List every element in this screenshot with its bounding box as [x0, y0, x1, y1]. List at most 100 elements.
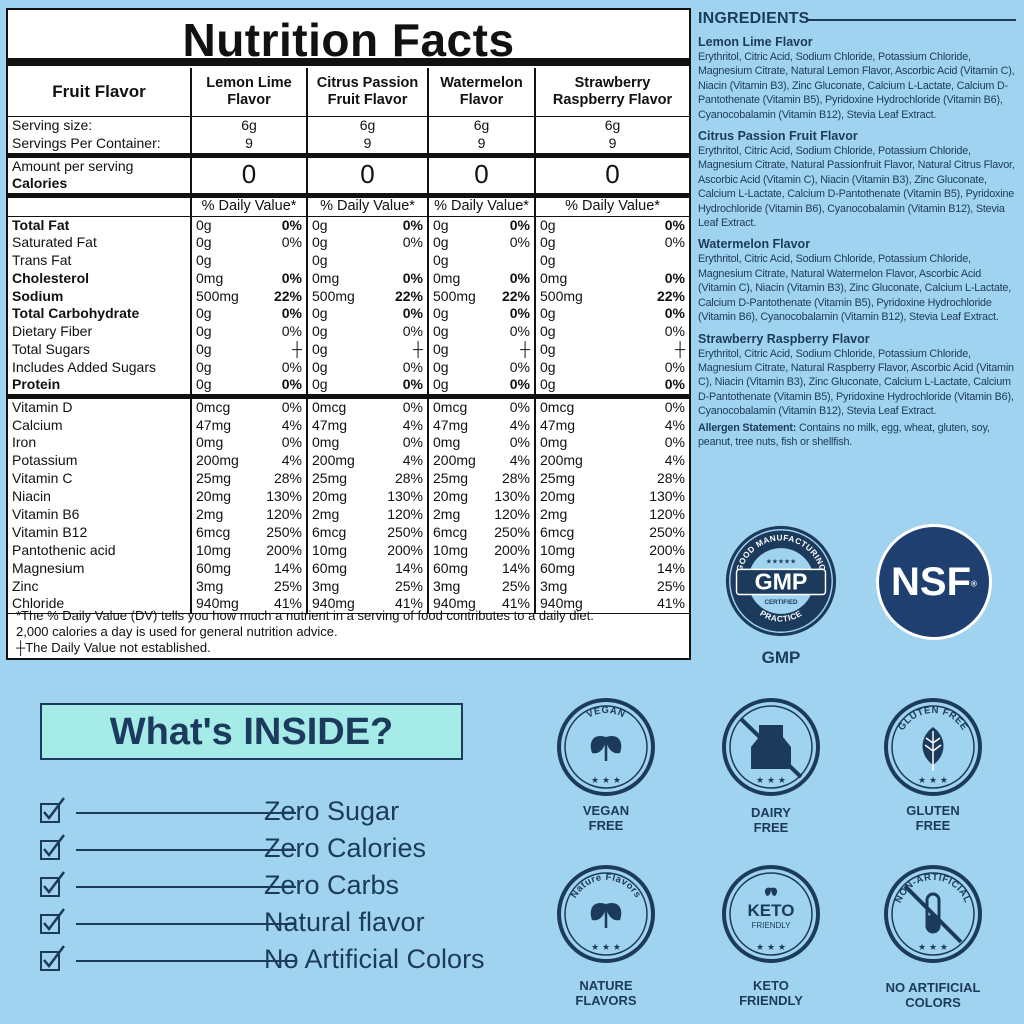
vitamin-daily-value: 120% [649, 506, 685, 523]
daily-value-header: % Daily Value* [190, 195, 307, 217]
nutrient-amount: 0g [196, 251, 212, 268]
nutrient-daily-value: 0% [281, 234, 302, 251]
nutrient-daily-value: 0% [402, 269, 423, 286]
nutrient-daily-value: 0% [509, 269, 530, 286]
vitamin-row: Niacin 20mg 130% 20mg 130% 20mg 130% 20mg 130% [8, 487, 689, 506]
nutrient-name: Includes Added Sugars [12, 358, 156, 375]
nutrient-amount: 0g [540, 216, 556, 233]
vitamin-amount: 0mg [540, 434, 568, 451]
nutrient-value-cell: 0g 0% [427, 216, 535, 234]
nutrient-amount: 0g [196, 234, 212, 251]
nutrient-value-cell: 0g 0% [306, 376, 428, 399]
nutrient-row: Trans Fat 0g 0g 0g 0g [8, 251, 689, 270]
vitamin-amount: 20mg [540, 488, 576, 505]
vitamin-amount: 3mg [312, 577, 340, 594]
vitamin-value-cell: 200mg 4% [534, 452, 689, 471]
vitamin-daily-value: 4% [664, 452, 685, 469]
vitamin-amount: 200mg [433, 452, 476, 469]
vitamin-amount: 10mg [312, 541, 348, 558]
vitamin-amount: 10mg [196, 541, 232, 558]
nutrient-value-cell: 0g 0% [534, 322, 689, 341]
vitamin-amount: 6mcg [540, 523, 575, 540]
serving-size-value: 6g [190, 116, 307, 135]
vitamin-row: Vitamin C 25mg 28% 25mg 28% 25mg 28% 25mg 28% [8, 470, 689, 488]
ingredient-text: Erythritol, Citric Acid, Sodium Chloride… [698, 347, 1014, 418]
vitamin-value-cell: 25mg 28% [190, 470, 307, 488]
vitamin-amount: 0mcg [540, 398, 575, 415]
vitamin-value-cell: 10mg 200% [190, 541, 307, 560]
fruit-flavor-header: Fruit Flavor [8, 68, 191, 117]
vitamin-amount: 2mg [540, 506, 568, 523]
ingredient-block: Watermelon Flavor Erythritol, Citric Aci… [698, 236, 1016, 324]
feature-item: Zero Carbs [40, 868, 540, 902]
vitamin-daily-value: 0% [402, 398, 423, 415]
serving-size-value: 6g [534, 116, 689, 135]
nutrient-value-cell: 0g 0% [190, 216, 307, 234]
nutrient-amount: 0g [196, 358, 212, 375]
vitamin-name: Potassium [12, 452, 78, 469]
nutrient-daily-value: 22% [394, 287, 423, 304]
checkbox-checked-icon [40, 945, 65, 971]
vitamin-daily-value: 0% [281, 398, 302, 415]
allergen-label: Allergen Statement: [698, 421, 797, 434]
ingredient-text: Erythritol, Citric Acid, Sodium Chloride… [698, 253, 1012, 324]
vitamin-row: Chloride 940mg 41% 940mg 41% 940mg 41% 940mg 41% [8, 595, 689, 614]
vitamin-value-cell: 0mg 0% [190, 434, 307, 453]
vitamin-daily-value: 25% [656, 577, 685, 594]
whats-inside-title: What's INSIDE? [40, 703, 463, 760]
test-tube-badge-icon: NON-ARTIFICIAL★ ★ ★ [884, 865, 982, 963]
vitamin-value-cell: 47mg 4% [427, 416, 535, 435]
nutrient-value-cell: 0g 0% [534, 216, 689, 234]
vitamin-value-cell: 60mg 14% [534, 559, 689, 578]
nutrient-name: Saturated Fat [12, 234, 97, 251]
nutrient-value-cell: 0mg 0% [306, 269, 428, 288]
vitamin-daily-value: 200% [494, 541, 530, 558]
vitamin-name: Pantothenic acid [12, 541, 116, 558]
vitamin-value-cell: 6mcg 250% [190, 523, 307, 542]
vitamin-value-cell: 2mg 120% [427, 505, 535, 524]
nutrient-amount: 500mg [312, 287, 355, 304]
vitamin-amount: 0mg [433, 434, 461, 451]
vitamin-value-cell: 25mg 28% [534, 470, 689, 488]
vitamin-value-cell: 940mg 41% [534, 595, 689, 614]
ingredient-block: Citrus Passion Fruit Flavor Erythritol, … [698, 128, 1016, 230]
nutrient-amount: 0g [540, 251, 556, 268]
nutrient-row: Total Sugars 0g ┼ 0g ┼ 0g ┼ 0g ┼ [8, 340, 689, 359]
nutrient-daily-value: ┼ [520, 340, 530, 357]
badge-label-line: NO ARTIFICIAL [885, 980, 981, 995]
calories-label: Calories [12, 175, 68, 191]
nutrient-daily-value: 0% [281, 376, 302, 393]
vitamin-daily-value: 14% [273, 559, 302, 576]
nutrient-amount: 0g [540, 376, 556, 393]
vitamin-daily-value: 130% [387, 488, 423, 505]
nutrient-amount: 0g [433, 376, 449, 393]
servings-value: 9 [306, 135, 428, 158]
nutrition-table: Fruit Flavor Lemon Lime Flavor Citrus Pass… [8, 68, 689, 614]
vitamin-name: Vitamin B12 [12, 523, 88, 540]
nsf-text: NSF [891, 560, 972, 604]
badge-label-line: FREE [588, 818, 624, 833]
nutrient-row: Total Fat 0g 0% 0g 0% 0g 0% 0g 0% [8, 216, 689, 234]
vitamin-amount: 3mg [433, 577, 461, 594]
gmp-certified-text: CERTIFIED [764, 599, 798, 606]
feature-item: Zero Calories [40, 831, 540, 865]
nutrient-amount: 0mg [433, 269, 461, 286]
vitamin-amount: 0mcg [312, 398, 347, 415]
vitamin-value-cell: 0mg 0% [534, 434, 689, 453]
nutrient-daily-value: 0% [509, 234, 530, 251]
vitamin-amount: 60mg [433, 559, 469, 576]
vitamin-name: Iron [12, 434, 37, 451]
vitamin-daily-value: 14% [394, 559, 423, 576]
nutrient-amount: 0mg [540, 269, 568, 286]
badge-center-text: KETO [748, 901, 795, 920]
nutrient-value-cell: 0g [190, 251, 307, 270]
feature-rule [76, 923, 296, 925]
badge-label: NATURE FLAVORS [546, 978, 666, 1008]
vitamin-amount: 25mg [312, 470, 348, 487]
vitamin-amount: 200mg [196, 452, 239, 469]
nutrient-value-cell: 0g 0% [306, 234, 428, 252]
vitamin-value-cell: 20mg 130% [534, 487, 689, 506]
ingredient-block: Strawberry Raspberry Flavor Erythritol, … [698, 331, 1016, 419]
vitamin-daily-value: 41% [273, 595, 302, 612]
